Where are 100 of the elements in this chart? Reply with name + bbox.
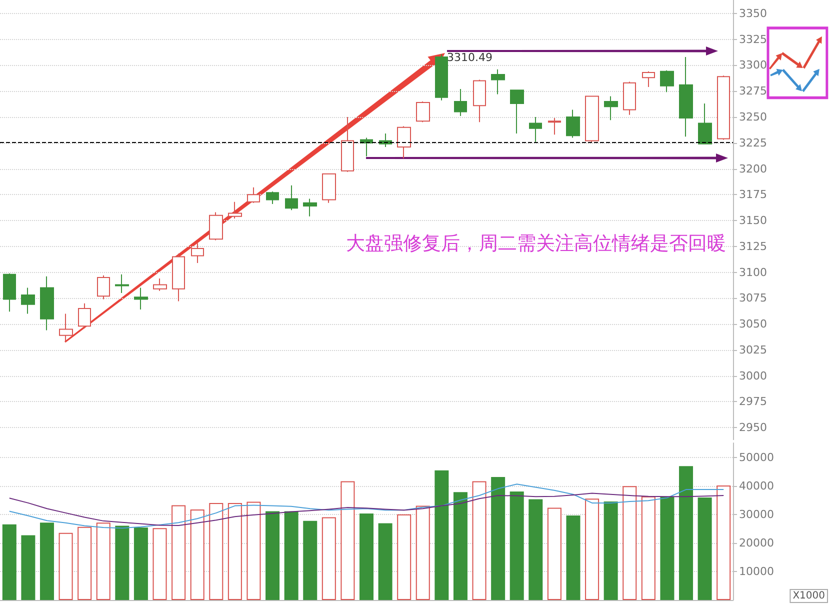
bar bbox=[528, 499, 543, 600]
bar bbox=[246, 502, 261, 600]
candlestick bbox=[21, 287, 35, 314]
bar bbox=[434, 470, 449, 600]
candlestick bbox=[303, 198, 317, 217]
y-tick-label: 3150 bbox=[739, 214, 767, 228]
candlestick bbox=[491, 68, 505, 95]
y-tick-label: 3025 bbox=[739, 343, 767, 356]
candlestick bbox=[134, 287, 148, 310]
candlestick bbox=[529, 116, 542, 142]
bar bbox=[698, 498, 712, 600]
candlestick bbox=[623, 81, 636, 116]
candlestick bbox=[78, 302, 91, 329]
candlestick bbox=[435, 54, 448, 101]
candlestick bbox=[585, 96, 599, 142]
y-tick-label: 3100 bbox=[739, 266, 767, 279]
y-tick-label: 3175 bbox=[739, 188, 767, 202]
candlestick bbox=[679, 56, 693, 138]
bar bbox=[152, 528, 167, 600]
y-tick-label: 20000 bbox=[739, 536, 774, 550]
candlestick bbox=[642, 70, 655, 88]
bar bbox=[622, 486, 637, 600]
candlestick bbox=[341, 116, 354, 172]
bar bbox=[641, 496, 656, 600]
bar bbox=[303, 520, 318, 600]
candlestick bbox=[153, 278, 167, 292]
y-tick-label: 3250 bbox=[739, 110, 767, 124]
y-tick-label: 3300 bbox=[739, 58, 767, 72]
bar bbox=[378, 523, 392, 600]
annotation: 大盘强修复后，周二需关注高位情绪是否回暖 bbox=[346, 232, 726, 254]
y-tick-label: 2975 bbox=[739, 395, 767, 408]
y-tick-label: 10000 bbox=[739, 564, 774, 578]
candlestick bbox=[172, 253, 185, 302]
candlestick bbox=[604, 96, 618, 121]
bar bbox=[134, 527, 148, 600]
y-tick-label: 3275 bbox=[739, 84, 767, 98]
bar bbox=[566, 516, 580, 600]
y-tick-label: 3125 bbox=[739, 240, 767, 253]
bar bbox=[115, 526, 130, 600]
bar bbox=[209, 502, 224, 600]
bar bbox=[96, 522, 110, 600]
bar bbox=[58, 532, 73, 600]
candlestick bbox=[473, 79, 486, 123]
bar bbox=[172, 505, 186, 600]
candlestick bbox=[285, 184, 298, 211]
y-tick-label: 50000 bbox=[739, 450, 774, 464]
y-tick-label: 40000 bbox=[739, 479, 774, 492]
candlestick bbox=[322, 173, 336, 204]
y-tick-label: 3225 bbox=[739, 136, 767, 150]
candlestick bbox=[717, 75, 730, 140]
y-tick-label: 30000 bbox=[739, 508, 774, 521]
bar bbox=[472, 481, 486, 600]
line-series bbox=[8, 484, 724, 529]
candlestick bbox=[548, 118, 561, 136]
annotation: 3310.49 bbox=[447, 51, 492, 64]
bar bbox=[716, 486, 731, 600]
candlestick bbox=[191, 242, 204, 264]
bar bbox=[266, 511, 280, 600]
y-tick-label: 3075 bbox=[739, 292, 767, 305]
y-tick-label: 3050 bbox=[739, 318, 767, 331]
candlestick bbox=[510, 90, 524, 134]
candlestick bbox=[698, 103, 712, 144]
bar bbox=[360, 514, 374, 600]
line-series bbox=[8, 492, 724, 526]
bar bbox=[416, 506, 430, 600]
bar bbox=[340, 481, 355, 600]
candlestick bbox=[3, 272, 16, 312]
bar bbox=[453, 492, 468, 600]
candlestick bbox=[59, 313, 73, 342]
y-tick-label: 3200 bbox=[739, 162, 767, 176]
candlestick bbox=[247, 186, 260, 204]
bar bbox=[322, 517, 336, 600]
candlestick bbox=[209, 212, 223, 241]
candlestick bbox=[97, 274, 110, 300]
bar bbox=[660, 496, 674, 600]
y-tick-label: 3000 bbox=[739, 369, 767, 382]
candlestick bbox=[40, 276, 54, 331]
bar bbox=[510, 492, 524, 600]
candlestick bbox=[566, 109, 580, 138]
bar bbox=[40, 522, 54, 600]
y-tick-label: 2950 bbox=[739, 421, 767, 434]
y-axis-title: X1000 bbox=[792, 590, 826, 602]
bar bbox=[397, 514, 412, 600]
candlestick bbox=[115, 274, 129, 294]
candlestick bbox=[454, 88, 467, 116]
y-tick-label: 3325 bbox=[739, 32, 767, 46]
candlestick bbox=[266, 191, 279, 204]
bar bbox=[21, 535, 36, 600]
candlestick bbox=[397, 126, 411, 159]
candlestick bbox=[416, 100, 430, 123]
candlestick bbox=[228, 201, 242, 219]
y-tick-label: 3350 bbox=[739, 6, 767, 20]
bar bbox=[284, 511, 298, 600]
bar bbox=[491, 476, 506, 600]
bar bbox=[547, 508, 562, 600]
candlestick bbox=[660, 70, 674, 93]
bar bbox=[585, 498, 600, 600]
bar bbox=[190, 510, 204, 600]
bar bbox=[228, 502, 242, 600]
bar bbox=[2, 524, 16, 600]
